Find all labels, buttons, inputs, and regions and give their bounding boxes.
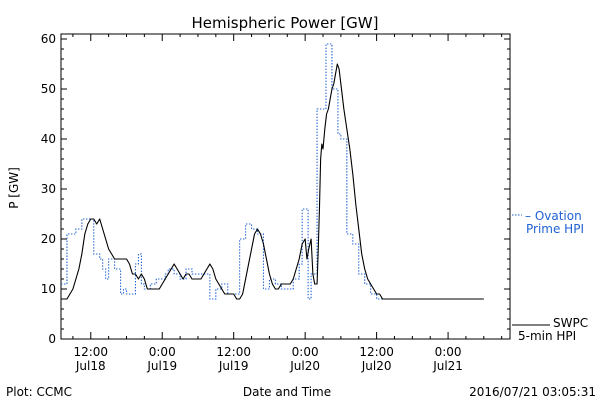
y-axis: 0 10 20 30 40 50 60 [41, 32, 510, 346]
legend: – Ovation Prime HPI SWPC 5-min HPI [512, 209, 588, 343]
legend-ovation-line1: – Ovation [525, 209, 582, 223]
y-tick-label-0: 0 [48, 332, 56, 346]
x-tick-date-2: Jul19 [218, 359, 249, 373]
plot-credit: Plot: CCMC [6, 385, 72, 399]
x-tick-date-1: Jul19 [146, 359, 177, 373]
x-tick-time-1: 0:00 [149, 345, 176, 359]
x-tick-date-4: Jul20 [361, 359, 392, 373]
plot-area-frame [60, 33, 511, 340]
x-tick-time-0: 12:00 [73, 345, 108, 359]
y-tick-label-30: 30 [41, 182, 56, 196]
chart-title: Hemispheric Power [GW] [192, 14, 379, 32]
y-tick-label-60: 60 [41, 32, 56, 46]
y-tick-label-50: 50 [41, 82, 56, 96]
y-axis-label: P [GW] [7, 167, 21, 209]
x-tick-date-3: Jul20 [289, 359, 320, 373]
x-tick-time-2: 12:00 [216, 345, 251, 359]
x-axis-label: Date and Time [243, 385, 331, 399]
legend-swpc-line2: 5-min HPI [518, 329, 576, 343]
x-tick-time-5: 0:00 [435, 345, 462, 359]
y-tick-label-20: 20 [41, 232, 56, 246]
x-tick-date-0: Jul18 [75, 359, 106, 373]
x-axis: 12:00Jul180:00Jul1912:00Jul190:00Jul2012… [72, 34, 503, 373]
series-ovation-prime-hpi [61, 43, 484, 300]
x-tick-date-5: Jul21 [432, 359, 463, 373]
series-layer [61, 43, 484, 300]
legend-swpc-line1: SWPC [553, 316, 588, 330]
series-swpc-5min-hpi [61, 63, 484, 300]
x-tick-time-4: 12:00 [359, 345, 394, 359]
y-tick-label-10: 10 [41, 282, 56, 296]
x-tick-time-3: 0:00 [292, 345, 319, 359]
plot-timestamp: 2016/07/21 03:05:31 [469, 385, 596, 399]
y-tick-label-40: 40 [41, 132, 56, 146]
legend-ovation-line2: Prime HPI [526, 222, 584, 236]
